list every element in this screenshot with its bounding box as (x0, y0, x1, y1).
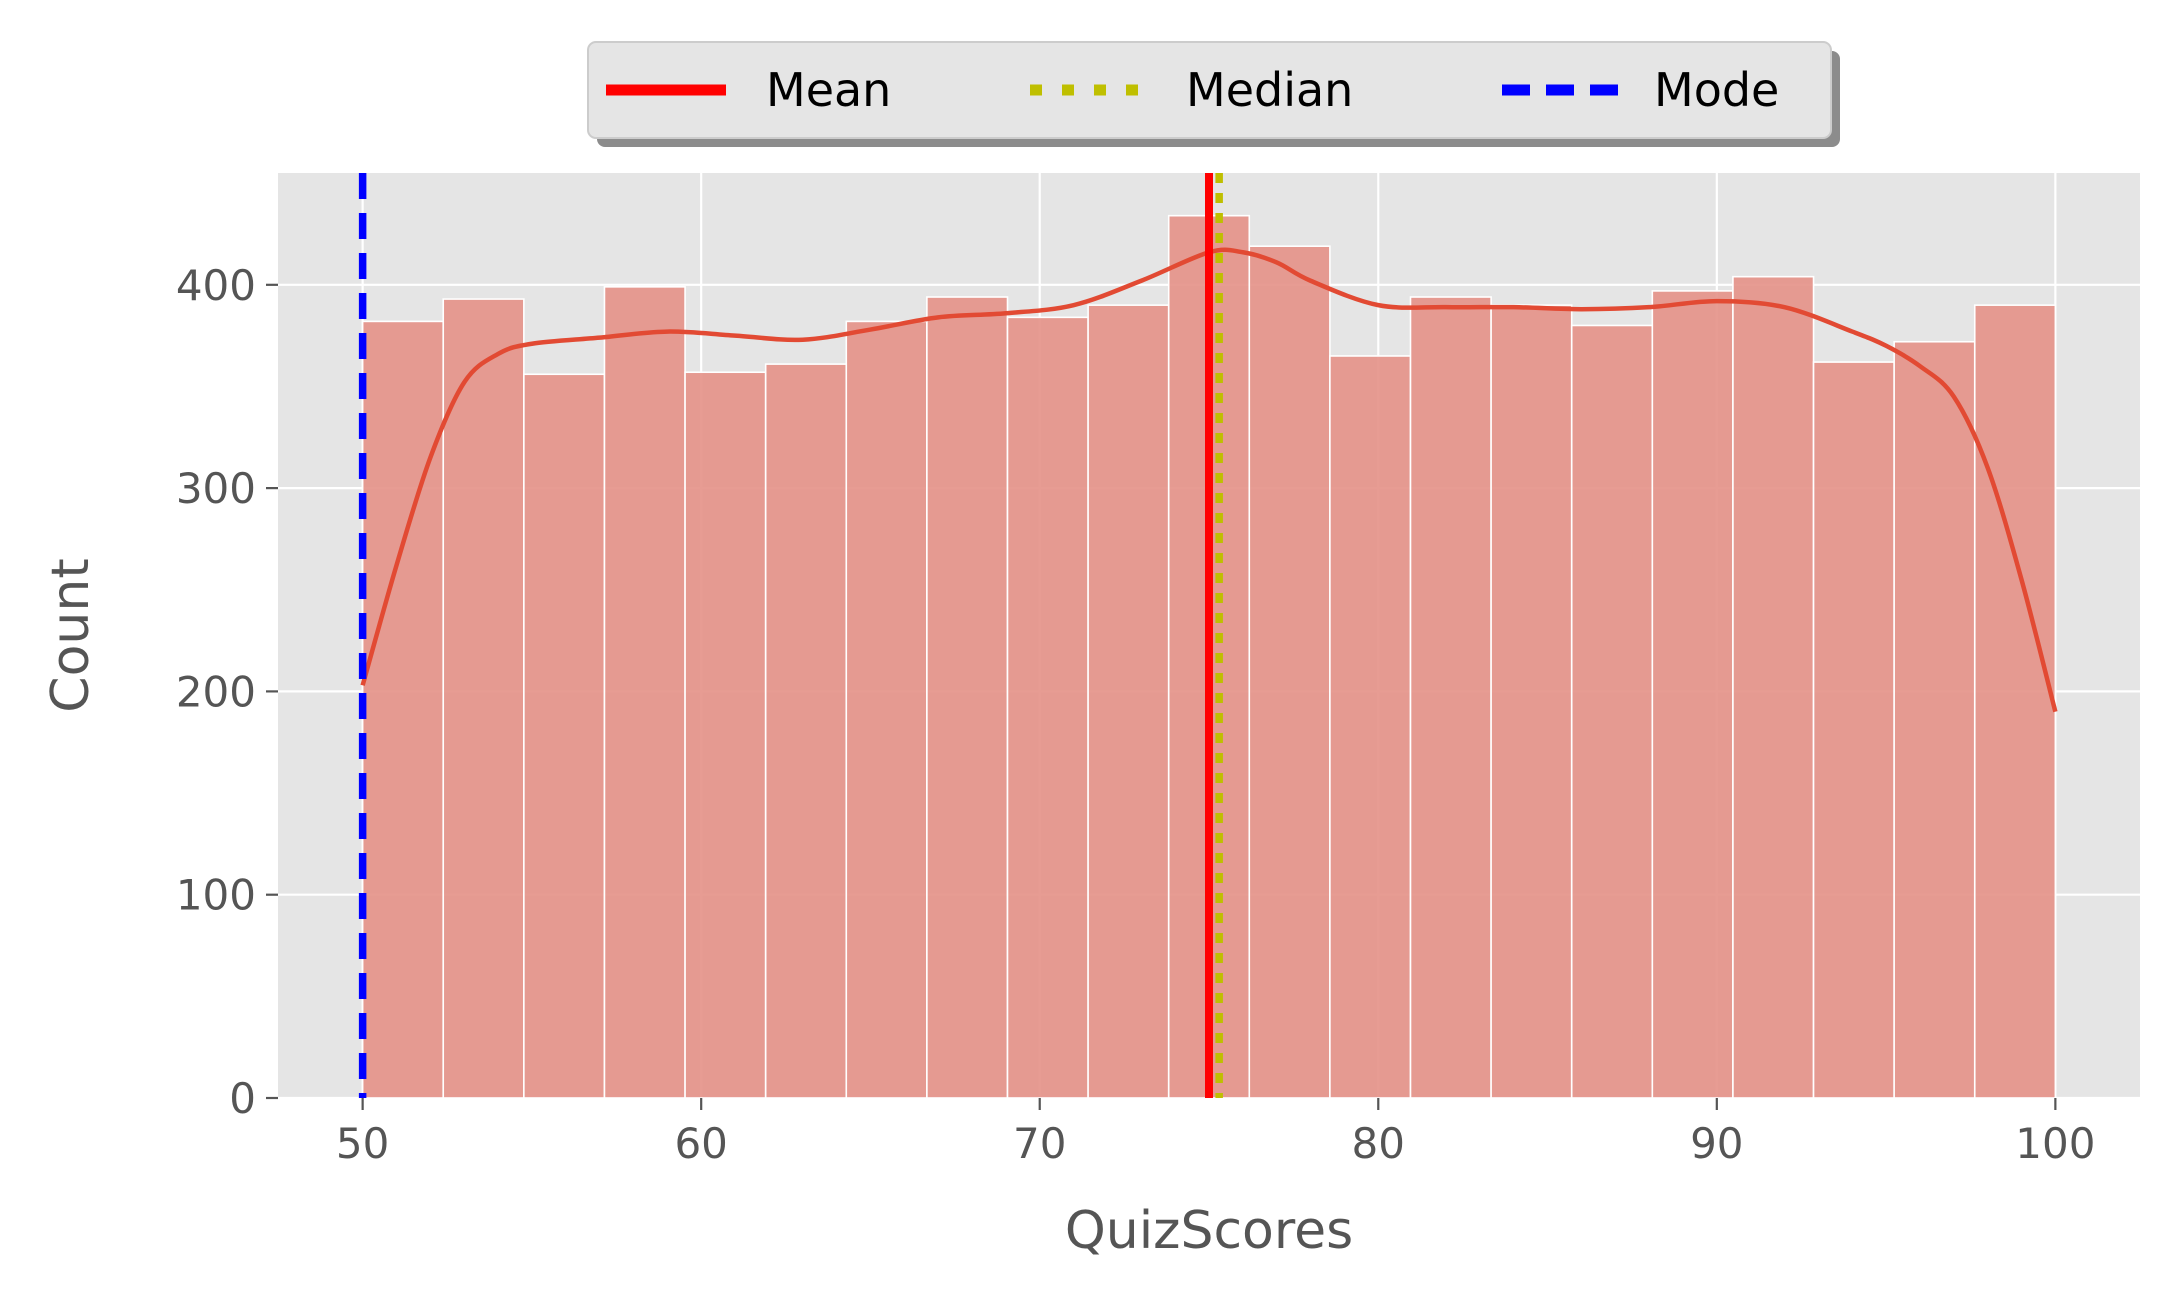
y-tick-label: 400 (176, 261, 256, 310)
histogram-bar (1248, 245, 1331, 1099)
histogram-bar (1732, 275, 1815, 1099)
histogram-bar (684, 371, 767, 1099)
histogram-bar (603, 286, 686, 1099)
histogram-bar (1812, 361, 1895, 1099)
y-tick-label: 300 (176, 464, 256, 513)
histogram-bar (1651, 290, 1734, 1099)
histogram-bar (523, 373, 606, 1099)
x-tick-label: 100 (2015, 1119, 2095, 1168)
legend-box (587, 41, 1832, 139)
x-tick-label: 90 (1690, 1119, 1743, 1168)
histogram-bar (845, 320, 928, 1099)
y-axis-label: Count (41, 558, 101, 712)
x-tick-label: 70 (1013, 1119, 1066, 1168)
histogram-bar (1490, 304, 1573, 1099)
y-tick-label: 0 (229, 1074, 256, 1123)
histogram-bar (764, 363, 848, 1099)
axis-ticks: 50 60 70 80 90 100 0 100 200 300 400 (176, 261, 2096, 1168)
histogram-bar (1329, 355, 1412, 1099)
histogram-bar (926, 296, 1009, 1099)
histogram-bar (1570, 324, 1654, 1099)
x-axis-label: QuizScores (1065, 1201, 1353, 1261)
histogram-bar (1973, 304, 2057, 1099)
x-tick-label: 80 (1352, 1119, 1405, 1168)
histogram-bar (1409, 296, 1492, 1099)
histogram-bar (442, 298, 525, 1099)
x-tick-label: 60 (674, 1119, 727, 1168)
y-tick-label: 100 (176, 871, 256, 920)
legend-label-mode: Mode (1654, 63, 1779, 117)
legend-label-median: Median (1186, 63, 1353, 117)
legend: Mean Median Mode (587, 41, 1840, 147)
histogram-bar (361, 320, 445, 1099)
histogram-bar (1087, 304, 1170, 1099)
histogram-bars (361, 214, 2057, 1099)
y-tick-label: 200 (176, 667, 256, 716)
x-tick-label: 50 (336, 1119, 389, 1168)
histogram-bar (1006, 316, 1089, 1099)
reference-lines (358, 173, 1223, 1098)
histogram-bar (1893, 340, 1976, 1099)
legend-label-mean: Mean (766, 63, 891, 117)
kde-curve (360, 247, 2058, 713)
